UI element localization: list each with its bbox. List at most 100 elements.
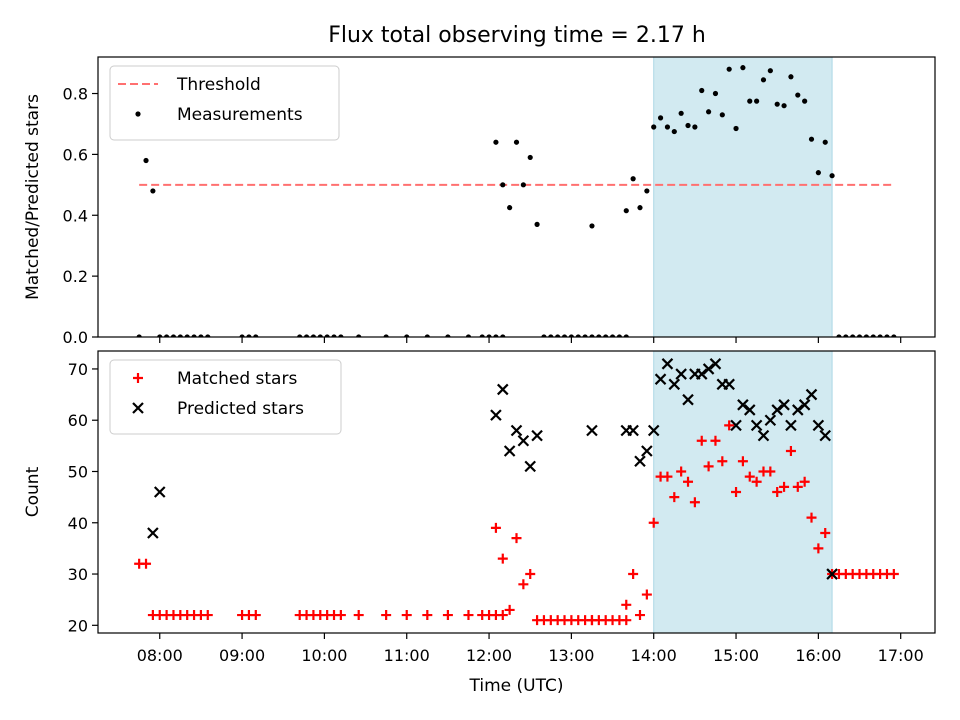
measurements-point: [527, 154, 533, 161]
predicted-stars-point: [750, 419, 763, 432]
measurements-point: [486, 334, 492, 337]
y-tick-label: 20: [68, 616, 88, 635]
predicted-stars-point: [147, 527, 159, 539]
matched-stars-point: [724, 420, 735, 431]
predicted-stars-point: [785, 419, 797, 432]
measurements-point: [589, 223, 595, 229]
measurements-point: [582, 334, 588, 337]
measurements-point: [575, 334, 581, 337]
matched-stars-point: [813, 543, 824, 554]
measurements-point: [829, 173, 835, 179]
measurements-point: [733, 125, 739, 132]
chart-title: Flux total observing time = 2.17 h: [328, 23, 706, 48]
predicted-stars-point: [647, 424, 660, 437]
measurements-point: [253, 334, 259, 337]
measurements-point: [184, 334, 190, 337]
predicted-stars-point: [757, 429, 770, 442]
measurements-legend-marker: [135, 111, 141, 117]
measurements-point: [699, 87, 705, 94]
matched-stars-point: [683, 476, 694, 487]
matched-stars-point: [490, 522, 501, 533]
measurements-point: [616, 334, 623, 337]
measurements-point: [651, 124, 657, 130]
x-tick-label: 17:00: [878, 646, 924, 665]
matched-stars-point: [772, 487, 783, 497]
x-tick-label: 08:00: [137, 646, 183, 665]
y-tick-label: 0.8: [63, 85, 88, 104]
matched-stars-point: [621, 615, 632, 626]
matched-stars-point: [703, 461, 714, 472]
y-axis-label: Matched/Predicted stars: [23, 94, 43, 300]
y-tick-label: 40: [68, 514, 88, 533]
matched-stars-point: [586, 615, 597, 626]
legend: Threshold Measurements: [109, 65, 340, 141]
predicted-stars-point: [695, 368, 708, 380]
y-axis-label: Count: [23, 466, 43, 517]
predicted-stars-point: [634, 455, 646, 468]
measurements-point: [678, 110, 684, 116]
measurements-point: [331, 334, 337, 337]
measurements-point: [850, 334, 856, 337]
y-tick-label: 0.4: [63, 206, 88, 225]
measurements-point: [239, 334, 245, 337]
measurements-point: [157, 334, 163, 337]
measurements-point: [644, 188, 650, 194]
matched-stars-point: [381, 610, 392, 621]
predicted-stars-legend-label: Predicted stars: [177, 399, 304, 419]
predicted-stars-point: [668, 378, 681, 391]
measurements-point: [637, 205, 643, 211]
x-tick-label: 12:00: [466, 646, 512, 665]
observing-window-span: [653, 351, 833, 633]
measurements-point: [297, 334, 303, 337]
measurements-point: [870, 334, 876, 337]
matched-stars-point: [676, 466, 687, 477]
matched-stars-point: [353, 610, 364, 621]
y-tick-label: 50: [68, 462, 88, 481]
measurements-point: [541, 334, 547, 337]
matched-stars-point: [202, 610, 213, 621]
matched-stars-point: [335, 610, 346, 621]
predicted-stars-point: [805, 388, 818, 401]
matched-stars-point: [696, 435, 707, 446]
matched-stars-legend-label: Matched stars: [177, 369, 297, 389]
measurements-point: [493, 139, 499, 145]
measurements-point: [500, 182, 506, 188]
y-tick-label: 30: [68, 565, 88, 584]
measurements-point: [808, 136, 815, 142]
predicted-stars-point: [510, 424, 523, 437]
matched-stars-point: [641, 589, 652, 600]
x-tick-label: 13:00: [548, 646, 594, 665]
predicted-stars-point: [778, 399, 790, 411]
measurements-point: [815, 170, 821, 176]
measurements-point: [324, 334, 330, 337]
measurements-point: [317, 334, 323, 337]
matched-stars-point: [806, 512, 817, 523]
measurements-point: [513, 139, 520, 145]
measurements-point: [143, 157, 149, 164]
measurements-point: [164, 334, 170, 337]
measurements-point: [747, 98, 753, 104]
predicted-stars-point: [682, 393, 694, 406]
matched-stars-point: [799, 476, 810, 487]
matched-stars-point: [497, 610, 508, 621]
measurements-point: [603, 334, 609, 337]
matched-stars-point: [669, 492, 680, 503]
measurements-point: [623, 208, 629, 214]
axes-frame: [97, 56, 936, 338]
measurements-point: [555, 334, 561, 337]
matched-stars-point: [442, 610, 453, 621]
matched-stars-point: [737, 456, 748, 467]
measurements-point: [856, 334, 863, 337]
measurements-point: [671, 128, 677, 135]
matched-stars-point: [518, 579, 529, 590]
measurements-point: [657, 115, 664, 121]
y-tick-label: 60: [68, 411, 88, 430]
matched-stars-point: [765, 466, 776, 477]
y-tick-label: 0.6: [63, 145, 88, 164]
matched-stars-point: [511, 533, 522, 544]
measurements-point: [788, 74, 794, 80]
legend-box: [109, 65, 340, 141]
matched-stars-point: [717, 456, 728, 467]
measurements-point: [198, 334, 204, 337]
predicted-stars-point: [737, 399, 749, 411]
